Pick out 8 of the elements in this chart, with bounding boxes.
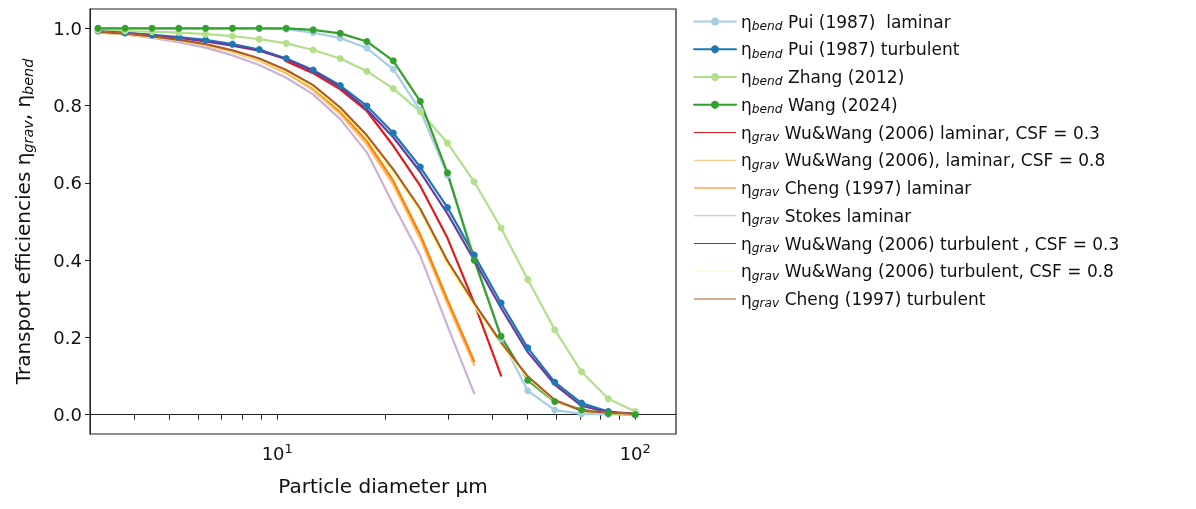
y-tick-label: 0.8	[53, 95, 82, 117]
y-axis-title: Transport efficiencies ηgrav, ηbend	[11, 57, 36, 386]
y-tick-label: 0.0	[53, 404, 82, 426]
y-tick-label: 0.6	[53, 172, 82, 194]
y-tick-label: 1.0	[53, 17, 82, 39]
y-tick-label: 0.2	[53, 326, 82, 348]
x-axis-title: Particle diameter μm	[278, 474, 488, 498]
y-tick-label: 0.4	[53, 249, 82, 271]
